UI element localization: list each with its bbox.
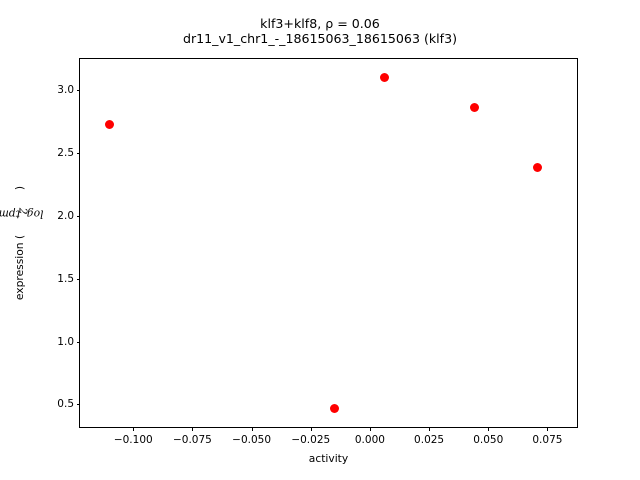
x-axis-tick-label: 0.000: [354, 434, 385, 446]
x-axis-tick-mark: [369, 427, 371, 431]
y-axis-tick-mark: [76, 404, 80, 406]
x-axis-tick-label: −0.075: [172, 434, 212, 446]
scatter-point: [105, 119, 115, 129]
y-axis-tick-label: 1.0: [57, 335, 74, 348]
plot-data-area: [80, 59, 577, 427]
x-axis-tick-mark: [547, 427, 549, 431]
scatter-point: [379, 73, 389, 83]
x-axis-tick-mark: [133, 427, 135, 431]
y-axis-tick-label: 1.5: [57, 272, 74, 285]
x-axis-tick-mark: [429, 427, 431, 431]
y-axis-label: expression (log2tpm): [0, 58, 44, 428]
scatter-point: [533, 162, 543, 172]
y-axis-tick-mark: [76, 278, 80, 280]
y-axis-tick-mark: [76, 90, 80, 92]
y-axis-tick-label: 3.0: [57, 84, 74, 97]
y-axis-tick-label: 2.0: [57, 209, 74, 222]
x-axis-tick-label: 0.050: [473, 434, 504, 446]
x-axis-tick-label: 0.075: [532, 434, 563, 446]
y-axis-tick-label: 2.5: [57, 147, 74, 160]
x-axis-tick-label: −0.025: [291, 434, 331, 446]
figure-title-block: klf3+klf8, ρ = 0.06 dr11_v1_chr1_-_18615…: [0, 16, 640, 47]
x-axis-label: activity: [308, 452, 349, 465]
y-axis-tick-mark: [76, 341, 80, 343]
x-axis-tick-label: 0.025: [414, 434, 445, 446]
x-axis-tick-label: −0.050: [232, 434, 272, 446]
figure-subtitle: dr11_v1_chr1_-_18615063_18615063 (klf3): [182, 31, 458, 47]
y-axis-tick-mark: [76, 215, 80, 217]
x-axis-tick-label: −0.100: [113, 434, 153, 446]
x-axis-tick-mark: [251, 427, 253, 431]
y-axis-tick-mark: [76, 153, 80, 155]
x-axis-tick-mark: [192, 427, 194, 431]
figure-title: klf3+klf8, ρ = 0.06: [260, 16, 380, 31]
x-axis-tick-mark: [310, 427, 312, 431]
plot-axes: −0.100 −0.075 −0.050 −0.025 0.000 0.025 0.050 0…: [57, 58, 578, 446]
y-axis-label-text: expression (log2tpm): [0, 185, 44, 301]
y-axis-tick-label: 0.5: [57, 398, 74, 411]
x-axis-tick-mark: [488, 427, 490, 431]
scatter-point: [329, 403, 339, 413]
scatter-point: [469, 103, 479, 113]
